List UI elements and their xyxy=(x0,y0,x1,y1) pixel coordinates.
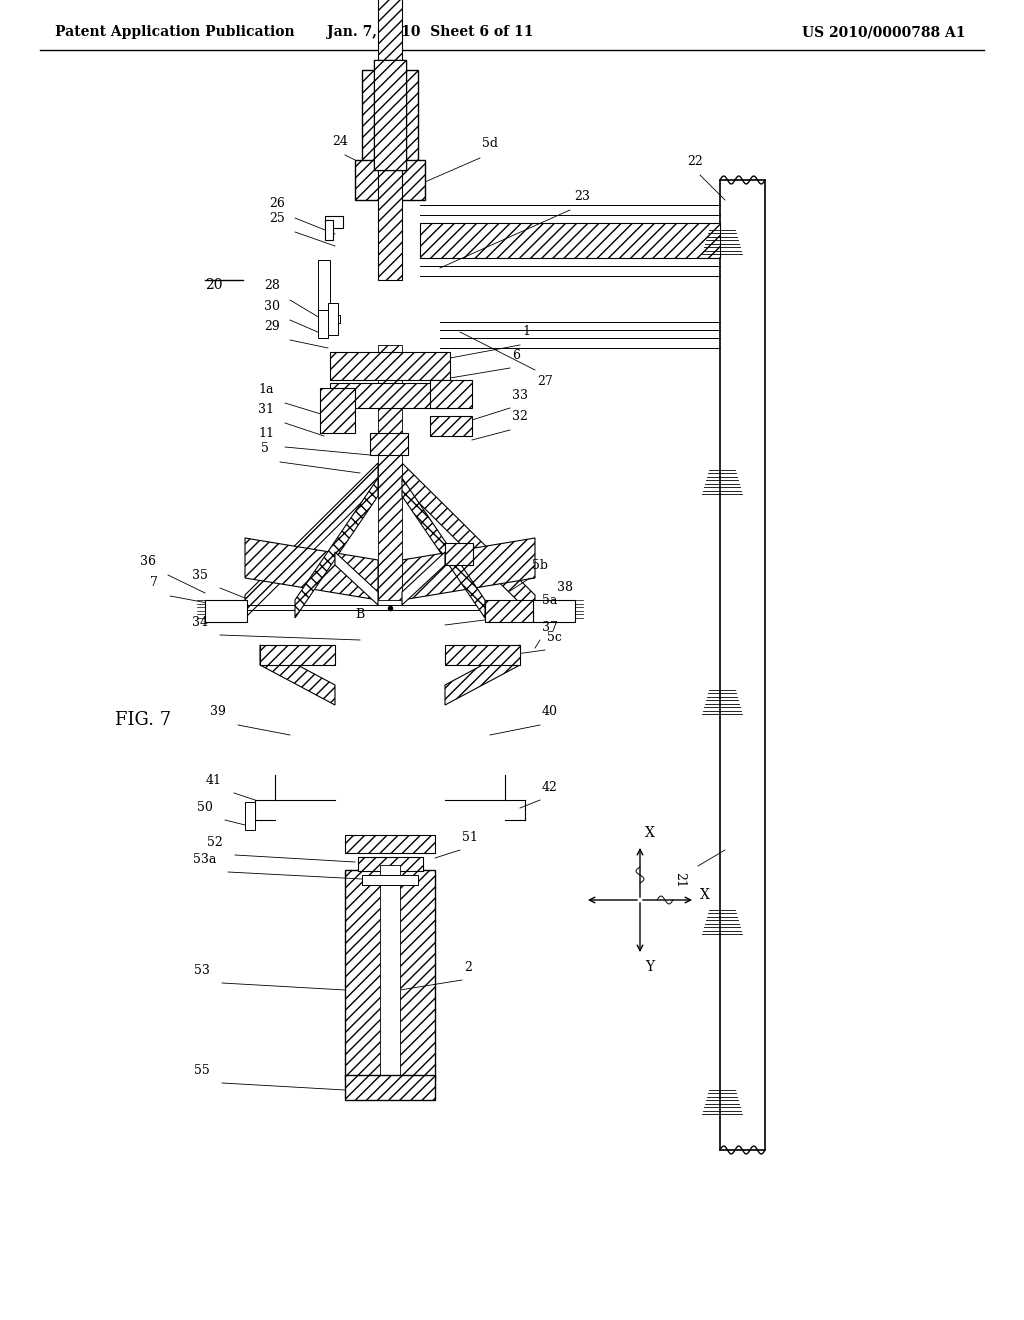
Text: Y: Y xyxy=(645,960,654,974)
Bar xyxy=(325,216,343,228)
Text: 21: 21 xyxy=(673,873,686,888)
Bar xyxy=(318,315,340,323)
Text: 1: 1 xyxy=(522,325,530,338)
Polygon shape xyxy=(260,645,335,705)
Bar xyxy=(345,836,435,853)
Bar xyxy=(378,0,402,280)
Bar xyxy=(328,304,338,335)
Polygon shape xyxy=(245,463,378,618)
Bar xyxy=(445,543,473,565)
Text: 23: 23 xyxy=(574,190,590,203)
Text: 37: 37 xyxy=(542,620,558,634)
Text: 27: 27 xyxy=(537,375,553,388)
Text: 51: 51 xyxy=(462,832,478,843)
Text: 25: 25 xyxy=(269,213,285,224)
Text: 40: 40 xyxy=(542,705,558,718)
Bar xyxy=(330,383,450,408)
Text: 36: 36 xyxy=(140,554,156,568)
Text: 29: 29 xyxy=(264,319,280,333)
Text: 34: 34 xyxy=(193,616,208,630)
Bar xyxy=(362,70,418,170)
Text: 5: 5 xyxy=(261,442,269,455)
Bar xyxy=(362,875,418,884)
Text: X: X xyxy=(700,888,710,902)
Text: 42: 42 xyxy=(542,781,558,795)
Bar xyxy=(319,388,355,433)
Bar xyxy=(445,645,520,665)
Bar xyxy=(318,260,330,315)
Text: 31: 31 xyxy=(258,403,274,416)
Text: 11: 11 xyxy=(258,426,274,440)
Polygon shape xyxy=(402,463,535,618)
Text: 5a: 5a xyxy=(542,594,557,607)
Text: 41: 41 xyxy=(206,774,222,787)
Text: 5b: 5b xyxy=(532,558,548,572)
Bar xyxy=(345,1074,435,1100)
Bar xyxy=(260,645,335,665)
Text: 53a: 53a xyxy=(193,853,216,866)
Text: 26: 26 xyxy=(269,197,285,210)
Text: X: X xyxy=(645,826,655,840)
Text: 28: 28 xyxy=(264,279,280,292)
Polygon shape xyxy=(402,539,535,601)
Text: 22: 22 xyxy=(687,154,702,168)
Text: 35: 35 xyxy=(193,569,208,582)
Bar xyxy=(430,380,472,408)
Polygon shape xyxy=(402,478,485,618)
Text: 32: 32 xyxy=(512,411,528,422)
Text: 38: 38 xyxy=(557,581,573,594)
Text: 5c: 5c xyxy=(547,631,562,644)
Text: 55: 55 xyxy=(195,1064,210,1077)
Bar xyxy=(325,220,333,240)
Bar xyxy=(378,345,402,601)
Bar xyxy=(374,59,406,170)
Text: US 2010/0000788 A1: US 2010/0000788 A1 xyxy=(802,25,965,40)
Text: 30: 30 xyxy=(264,300,280,313)
Bar xyxy=(245,803,255,830)
Bar xyxy=(430,416,472,436)
Polygon shape xyxy=(295,478,378,618)
Bar xyxy=(534,601,575,622)
Bar xyxy=(318,310,328,338)
Text: 39: 39 xyxy=(210,705,226,718)
Text: Patent Application Publication: Patent Application Publication xyxy=(55,25,295,40)
Text: 2: 2 xyxy=(464,961,472,974)
Bar xyxy=(345,870,435,1080)
Text: 24: 24 xyxy=(332,135,348,148)
Text: 7: 7 xyxy=(151,576,158,589)
Bar xyxy=(374,59,406,170)
Text: 33: 33 xyxy=(512,389,528,403)
Text: FIG. 7: FIG. 7 xyxy=(115,711,171,729)
Bar xyxy=(205,601,247,622)
Bar xyxy=(358,857,423,871)
Text: 50: 50 xyxy=(198,801,213,814)
Bar xyxy=(720,180,765,1150)
Polygon shape xyxy=(402,552,445,605)
Bar xyxy=(330,352,450,380)
Polygon shape xyxy=(335,552,378,605)
Polygon shape xyxy=(245,539,378,601)
Bar xyxy=(485,601,534,622)
Text: 1a: 1a xyxy=(258,383,274,396)
Text: 53: 53 xyxy=(195,964,210,977)
Bar xyxy=(355,160,425,201)
Text: 6: 6 xyxy=(512,348,520,362)
Text: 52: 52 xyxy=(207,836,223,849)
Text: Jan. 7, 2010  Sheet 6 of 11: Jan. 7, 2010 Sheet 6 of 11 xyxy=(327,25,534,40)
Bar xyxy=(370,433,408,455)
Text: 20: 20 xyxy=(205,279,222,292)
Bar xyxy=(420,223,720,257)
Bar xyxy=(380,865,400,1080)
Polygon shape xyxy=(445,645,520,705)
Text: B: B xyxy=(355,609,365,622)
Text: 5d: 5d xyxy=(482,137,498,150)
